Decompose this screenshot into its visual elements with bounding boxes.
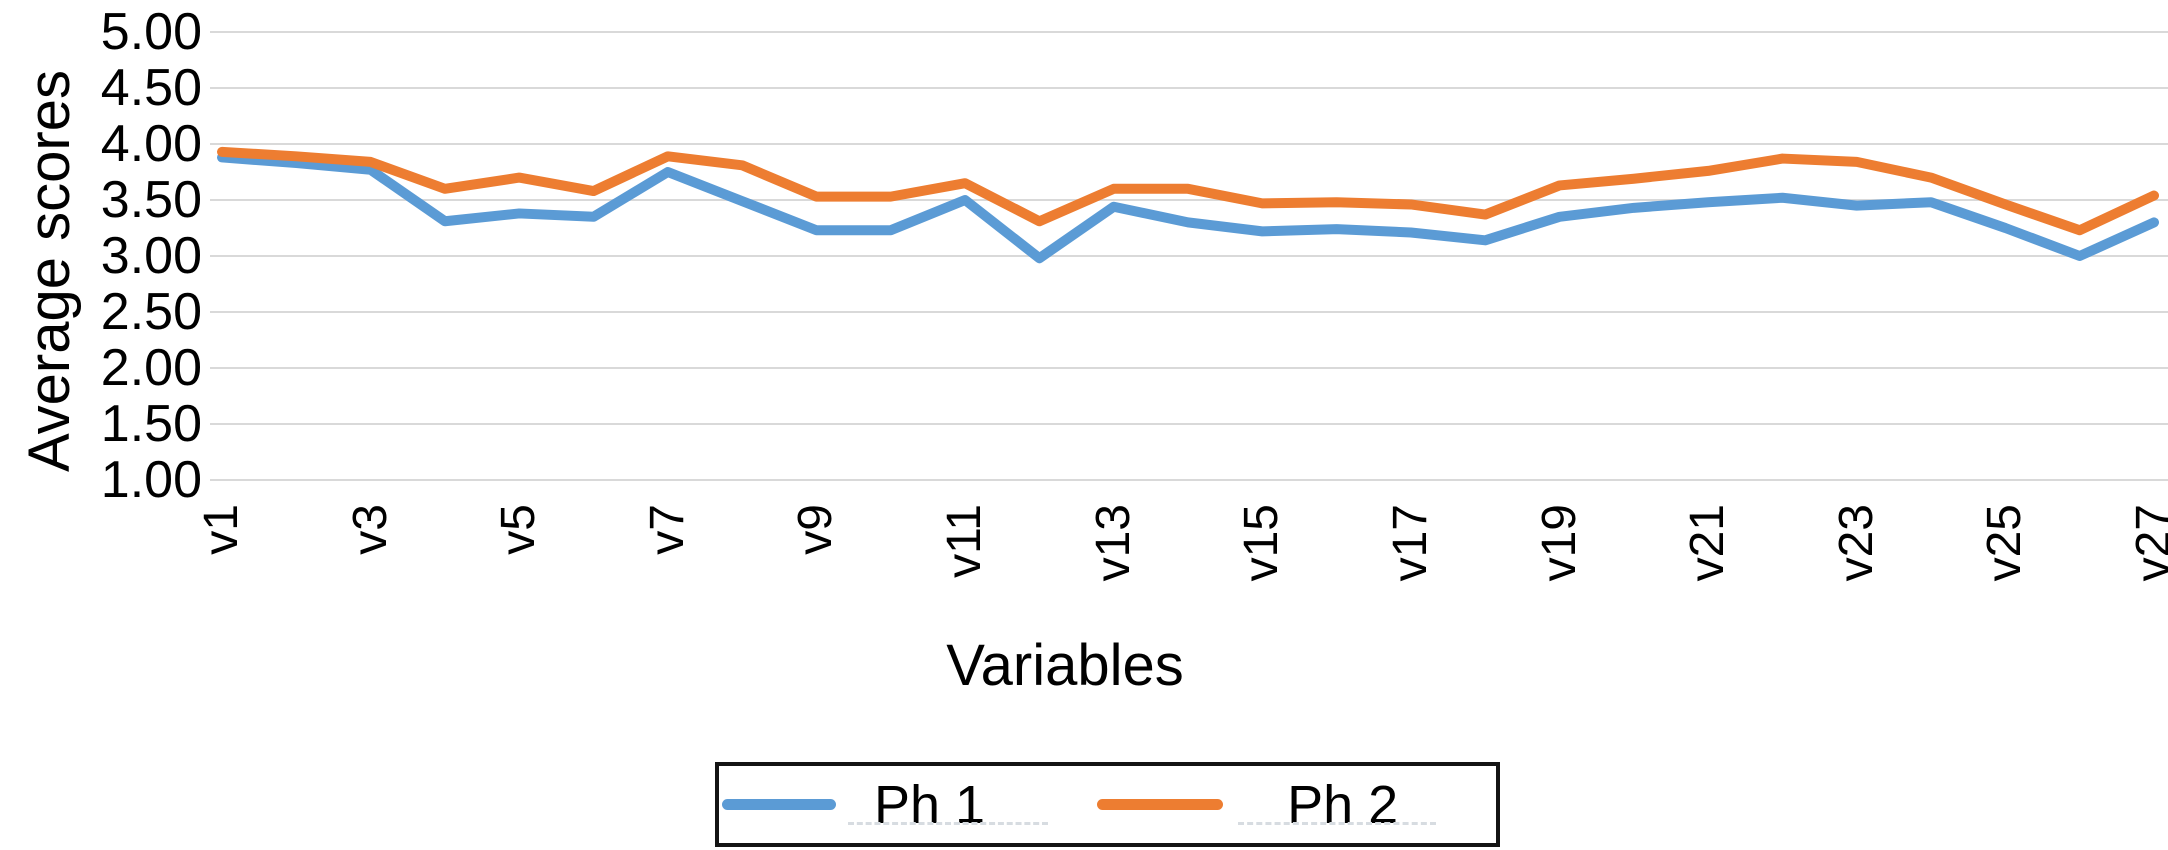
x-tick-label: v19 bbox=[1532, 504, 1586, 582]
y-tick-label: 3.50 bbox=[100, 171, 202, 229]
y-axis-title: Average scores bbox=[17, 70, 82, 472]
legend-swatch-ph2 bbox=[1097, 799, 1224, 810]
y-tick-label: 1.50 bbox=[100, 395, 202, 453]
x-tick-label: v1 bbox=[195, 504, 248, 555]
x-axis-title: Variables bbox=[946, 633, 1184, 698]
x-tick-label: v15 bbox=[1235, 504, 1289, 582]
y-tick-label: 3.00 bbox=[100, 227, 202, 285]
x-tick-label: v27 bbox=[2127, 504, 2168, 582]
y-tick-label: 2.50 bbox=[100, 283, 202, 341]
x-tick-label: v9 bbox=[789, 504, 843, 555]
gridlines bbox=[210, 31, 2168, 481]
x-tick-label: v11 bbox=[938, 504, 992, 578]
x-tick-label: v21 bbox=[1681, 504, 1735, 582]
series-line-ph1 bbox=[217, 152, 2159, 264]
x-tick-label: v13 bbox=[1086, 504, 1140, 582]
x-tick-label: v17 bbox=[1383, 504, 1437, 582]
legend-ghost-underline-2 bbox=[1238, 822, 1436, 825]
legend-ghost-underline-1 bbox=[848, 822, 1048, 825]
chart-plot-area bbox=[210, 31, 2168, 481]
y-tick-label: 5.00 bbox=[100, 3, 202, 61]
legend-swatch-ph1 bbox=[722, 799, 836, 810]
x-tick-label: v25 bbox=[1978, 504, 2032, 582]
y-tick-label: 4.50 bbox=[100, 59, 202, 117]
y-tick-label: 4.00 bbox=[100, 115, 202, 173]
legend: Ph 1 Ph 2 bbox=[715, 762, 1500, 847]
x-tick-label: v5 bbox=[492, 504, 546, 555]
series-line-ph2 bbox=[217, 146, 2159, 236]
y-tick-label: 1.00 bbox=[100, 451, 202, 509]
x-tick-label: v3 bbox=[343, 504, 397, 555]
x-tick-label: v7 bbox=[640, 504, 694, 555]
series-lines bbox=[217, 146, 2159, 264]
y-tick-label: 2.00 bbox=[100, 339, 202, 397]
x-tick-label: v23 bbox=[1829, 504, 1883, 582]
